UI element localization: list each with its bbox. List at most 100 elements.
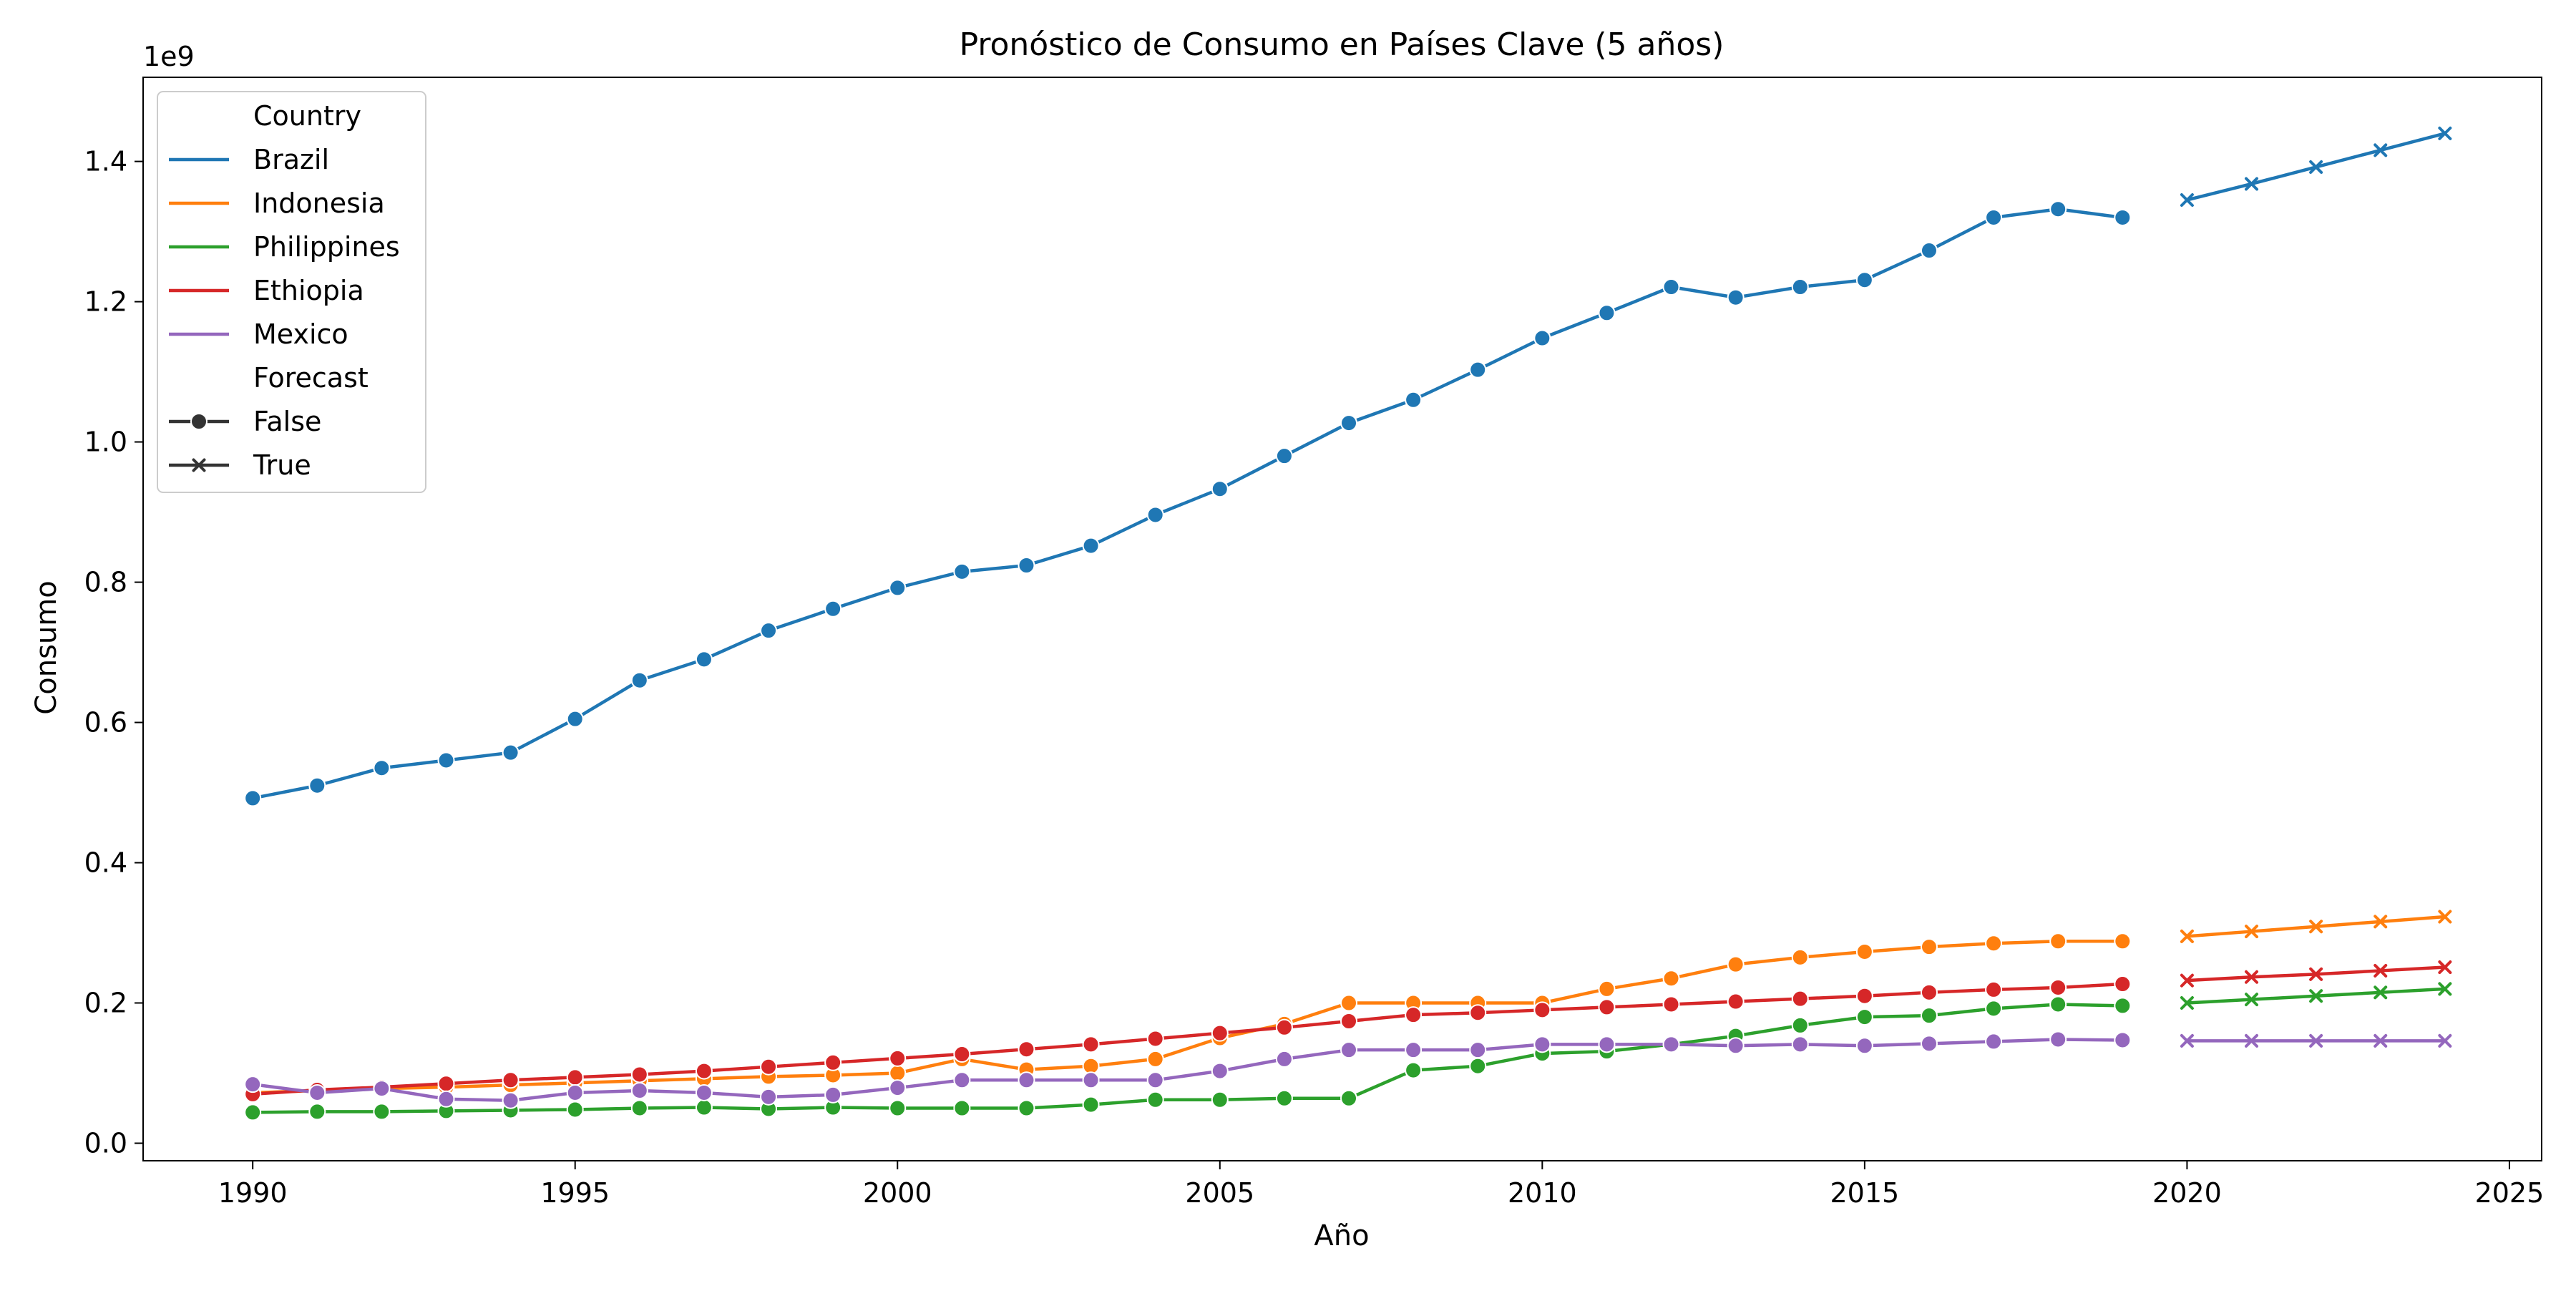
series-line-ethiopia-historical <box>253 982 2123 1096</box>
y-tick-label: 0.4 <box>84 847 127 879</box>
data-point-mexico <box>760 1088 778 1106</box>
data-point-brazil <box>1598 304 1616 322</box>
data-point-philippines <box>566 1101 584 1119</box>
legend-label-ethiopia: Ethiopia <box>253 275 364 306</box>
forecast-point-brazil <box>2309 160 2323 174</box>
data-point-mexico <box>695 1083 713 1101</box>
data-point-brazil <box>695 651 713 668</box>
data-point-ethiopia <box>1018 1041 1035 1058</box>
y-tick-label: 0.2 <box>84 988 127 1019</box>
legend-label-brazil: Brazil <box>253 144 329 175</box>
data-point-philippines <box>695 1098 713 1116</box>
data-point-ethiopia <box>1727 993 1745 1010</box>
x-tick-label: 2010 <box>1508 1177 1577 1209</box>
legend-marker-x <box>192 458 206 472</box>
data-point-mexico <box>1920 1035 1938 1053</box>
x-tick-label: 2000 <box>863 1177 932 1209</box>
forecast-point-brazil <box>2245 177 2259 191</box>
data-point-brazil <box>630 671 648 689</box>
data-point-ethiopia <box>2049 978 2067 996</box>
data-point-ethiopia <box>889 1049 907 1067</box>
data-point-ethiopia <box>824 1053 842 1071</box>
data-point-brazil <box>1211 480 1229 498</box>
forecast-point-mexico <box>2309 1033 2323 1048</box>
data-point-mexico <box>1340 1041 1358 1059</box>
data-point-brazil <box>502 744 519 761</box>
data-point-mexico <box>1211 1062 1229 1080</box>
data-point-brazil <box>308 776 326 794</box>
x-tick-label: 2005 <box>1185 1177 1254 1209</box>
data-point-ethiopia <box>953 1046 971 1063</box>
forecast-point-indonesia <box>2309 920 2323 934</box>
data-point-brazil <box>437 751 455 769</box>
legend-marker-circle <box>190 413 208 430</box>
plot-area: 1990 1995 2000 2005 2010 2015 2020 2025 0.0 0.2 0.… <box>84 77 2544 1209</box>
forecast-point-indonesia <box>2438 910 2452 924</box>
forecast-point-ethiopia <box>2180 973 2194 988</box>
data-point-ethiopia <box>1146 1030 1164 1048</box>
data-point-philippines <box>308 1103 326 1121</box>
data-point-ethiopia <box>1598 998 1616 1016</box>
data-point-indonesia <box>1985 935 2003 953</box>
data-point-ethiopia <box>1405 1006 1423 1024</box>
data-point-indonesia <box>1598 980 1616 998</box>
data-point-philippines <box>1275 1089 1293 1107</box>
forecast-point-indonesia <box>2180 929 2194 943</box>
data-point-philippines <box>1211 1091 1229 1109</box>
forecast-point-philippines <box>2373 985 2388 1000</box>
data-point-mexico <box>1082 1071 1100 1089</box>
data-point-ethiopia <box>566 1068 584 1086</box>
data-point-mexico <box>1727 1037 1745 1055</box>
x-tick-label: 2020 <box>2152 1177 2222 1209</box>
data-point-ethiopia <box>1985 980 2003 998</box>
y-axis-label: Consumo <box>30 580 63 714</box>
legend-title-country: Country <box>253 100 361 132</box>
data-point-philippines <box>1469 1057 1487 1075</box>
data-point-mexico <box>1533 1036 1551 1053</box>
legend-label-mexico: Mexico <box>253 318 348 350</box>
data-point-brazil <box>760 622 778 640</box>
data-point-mexico <box>1598 1036 1616 1053</box>
data-point-mexico <box>1469 1041 1487 1059</box>
forecast-point-philippines <box>2309 989 2323 1003</box>
forecast-point-philippines <box>2180 996 2194 1010</box>
data-point-mexico <box>953 1071 971 1089</box>
plot-frame <box>142 77 2542 1161</box>
data-point-indonesia <box>1855 942 1873 960</box>
forecast-point-ethiopia <box>2438 960 2452 975</box>
forecast-point-brazil <box>2438 126 2452 140</box>
series-line-mexico-historical <box>252 1038 2123 1102</box>
data-point-mexico <box>1791 1036 1809 1053</box>
y-tick-label: 1.0 <box>84 427 127 458</box>
data-point-indonesia <box>1791 948 1809 966</box>
data-point-indonesia <box>1146 1050 1164 1068</box>
legend-label-forecast-true: True <box>253 449 311 481</box>
series-line-brazil-historical <box>252 207 2123 800</box>
data-point-philippines <box>1985 1000 2003 1018</box>
data-point-mexico <box>1275 1050 1293 1068</box>
forecast-point-indonesia <box>2245 925 2259 939</box>
y-tick-label: 1.4 <box>84 146 127 177</box>
forecast-point-mexico <box>2245 1033 2259 1048</box>
data-point-brazil <box>2114 208 2132 226</box>
forecast-point-ethiopia <box>2373 963 2388 978</box>
data-point-philippines <box>1340 1089 1358 1107</box>
data-point-philippines <box>889 1099 907 1117</box>
data-point-brazil <box>1018 557 1035 575</box>
forecast-point-ethiopia <box>2309 967 2323 981</box>
data-point-mexico <box>437 1090 455 1108</box>
data-point-philippines <box>1920 1007 1938 1025</box>
data-point-indonesia <box>889 1064 907 1082</box>
data-point-brazil <box>1920 242 1938 260</box>
data-point-indonesia <box>1340 994 1358 1012</box>
data-point-indonesia <box>1662 970 1680 988</box>
data-point-brazil <box>1146 506 1164 524</box>
data-point-ethiopia <box>1275 1018 1293 1036</box>
data-point-mexico <box>1018 1071 1035 1089</box>
data-point-mexico <box>1146 1071 1164 1089</box>
data-point-ethiopia <box>695 1062 713 1080</box>
data-point-brazil <box>1340 414 1358 432</box>
x-tick-label: 2015 <box>1830 1177 1900 1209</box>
series-line-philippines-historical <box>253 1003 2123 1114</box>
